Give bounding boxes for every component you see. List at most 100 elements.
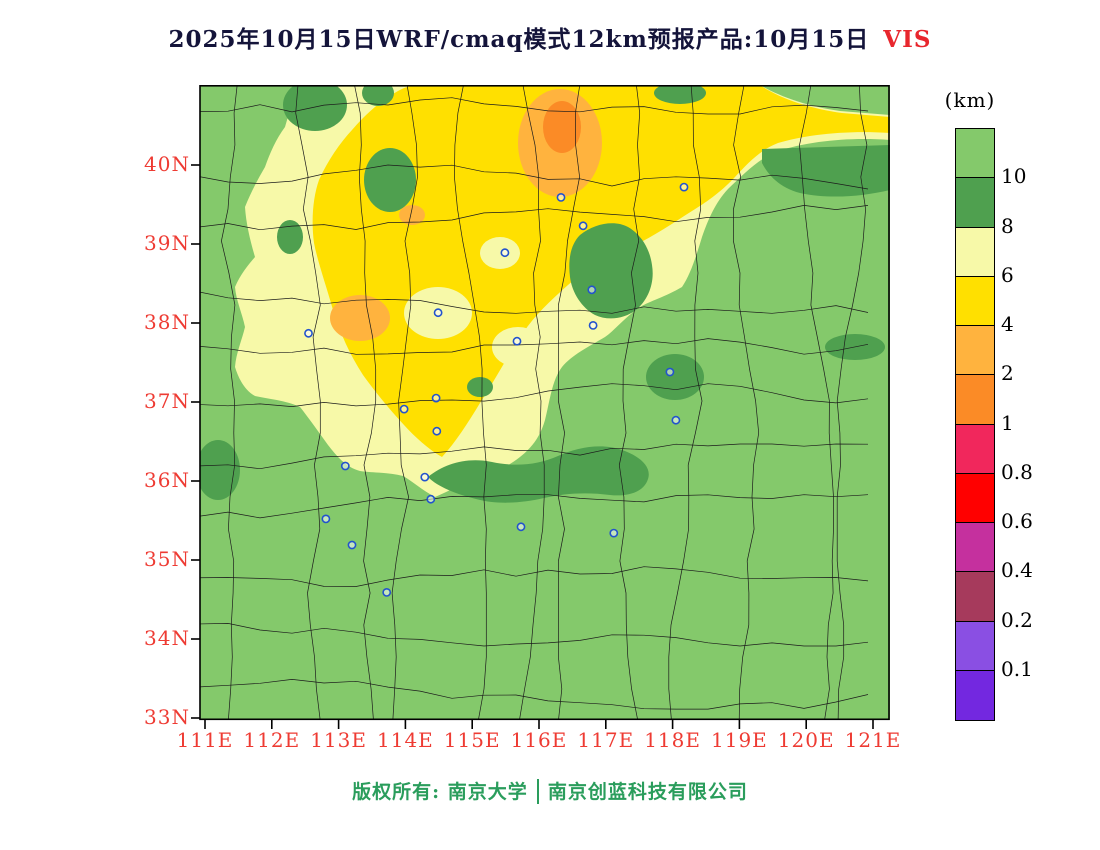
- county-boundary-line: [200, 566, 869, 587]
- vis-pale-spot: [480, 237, 520, 269]
- county-boundary-line: [391, 85, 418, 720]
- vis-region-8-10km: [467, 377, 493, 397]
- county-boundary-line: [200, 443, 869, 470]
- legend-swatch: [956, 621, 994, 671]
- station-marker: [578, 221, 588, 231]
- station-marker: [347, 540, 357, 550]
- lat-tick-label: 35N: [144, 547, 190, 571]
- county-boundary-line: [200, 291, 869, 314]
- station-marker: [609, 528, 619, 538]
- lat-tick-label: 37N: [144, 389, 190, 413]
- vis-region-4-6km: [312, 85, 890, 457]
- legend-swatch: [956, 572, 994, 622]
- legend-unit-label: (km): [944, 88, 996, 112]
- legend-value-label: 6: [1001, 262, 1014, 287]
- legend-value-label: 4: [1001, 312, 1014, 336]
- station-marker: [304, 328, 313, 338]
- legend-swatch: [956, 670, 994, 720]
- vis-region-8-10km: [654, 85, 706, 104]
- station-marker: [433, 308, 443, 318]
- lon-tick-label: 117E: [577, 728, 635, 752]
- legend-value-label: 8: [1001, 213, 1014, 238]
- station-marker: [671, 415, 681, 425]
- axis-ticks: [191, 164, 874, 729]
- vis-region-8-10km: [569, 223, 653, 319]
- legend-swatch: [956, 523, 994, 573]
- lat-tick-label: 40N: [144, 152, 190, 176]
- vis-region-8-10km: [646, 354, 704, 400]
- legend-value-label: 0.4: [1001, 558, 1033, 583]
- legend-value-label: 10: [1001, 164, 1027, 189]
- legend-swatch: [956, 178, 994, 228]
- legend-value-label: 0.8: [1001, 459, 1033, 484]
- county-boundary-line: [295, 85, 321, 720]
- legend-swatch: [956, 276, 994, 326]
- station-marker: [512, 336, 522, 346]
- station-marker: [431, 393, 441, 403]
- station-markers: [304, 182, 689, 597]
- legend-colorbar: [955, 128, 995, 721]
- vis-region-2-4km: [330, 295, 390, 341]
- vis-region-2-4km: [399, 205, 425, 225]
- copyright-company: 南京创蓝科技有限公司: [547, 781, 748, 803]
- county-boundary-line: [519, 85, 545, 720]
- lon-tick-label: 121E: [844, 728, 902, 752]
- vis-region-1-2km: [543, 101, 581, 153]
- station-marker: [587, 285, 597, 295]
- legend-swatch: [956, 424, 994, 474]
- county-boundary-line: [200, 494, 869, 519]
- title-main: 2025年10月15日WRF/cmaq模式12km预报产品:10月15日: [168, 26, 870, 53]
- lat-tick-label: 36N: [144, 468, 190, 492]
- lat-tick-label: 38N: [144, 310, 190, 334]
- county-boundary-line: [200, 383, 869, 407]
- lat-tick-label: 33N: [144, 705, 190, 729]
- county-boundaries: [200, 85, 869, 720]
- vis-region-8-10km: [283, 85, 347, 131]
- lon-tick-label: 111E: [176, 728, 234, 752]
- station-marker: [679, 182, 689, 192]
- vis-region-8-10km: [200, 440, 240, 500]
- station-marker: [588, 320, 598, 330]
- lat-tick-label: 39N: [144, 231, 190, 255]
- page-title: 2025年10月15日WRF/cmaq模式12km预报产品:10月15日 VIS: [0, 20, 1100, 54]
- copyright-footer: 版权所有: 南京大学 南京创蓝科技有限公司: [0, 777, 1100, 804]
- lon-tick-label: 118E: [644, 728, 701, 752]
- station-marker: [516, 522, 526, 532]
- title-variable: VIS: [883, 26, 932, 53]
- county-boundary-line: [200, 679, 869, 710]
- legend-swatch: [956, 129, 994, 179]
- station-marker: [382, 587, 392, 597]
- county-boundary-line: [200, 338, 869, 355]
- footer-divider: [536, 779, 539, 804]
- legend-value-label: 0.2: [1001, 607, 1033, 632]
- legend-swatch: [956, 473, 994, 523]
- vis-region-8-10km: [762, 145, 890, 197]
- vis-region-8-10km: [364, 148, 416, 212]
- county-boundary-line: [454, 85, 487, 720]
- county-boundary-line: [354, 85, 377, 720]
- county-boundary-line: [618, 85, 641, 720]
- vis-region-8-10km: [277, 220, 303, 254]
- station-marker: [426, 494, 436, 504]
- station-marker: [340, 461, 350, 471]
- county-boundary-line: [558, 85, 581, 720]
- lon-tick-label: 119E: [711, 728, 768, 752]
- lat-tick-label: 34N: [144, 626, 190, 650]
- station-marker: [556, 193, 566, 202]
- map-border: [199, 85, 890, 721]
- forecast-map: [191, 85, 890, 729]
- legend-swatch: [956, 326, 994, 376]
- legend-swatch: [956, 375, 994, 425]
- lon-tick-label: 116E: [510, 728, 568, 752]
- lon-tick-label: 115E: [443, 728, 501, 752]
- county-boundary-line: [200, 623, 869, 647]
- station-marker: [500, 248, 510, 258]
- copyright-owner: 版权所有: 南京大学: [352, 781, 528, 803]
- legend-value-label: 1: [1001, 410, 1014, 435]
- legend-value-label: 0.1: [1001, 656, 1033, 681]
- station-marker: [420, 472, 430, 482]
- lon-tick-label: 114E: [377, 728, 434, 752]
- legend-value-label: 2: [1001, 361, 1014, 386]
- county-boundary-line: [668, 85, 703, 720]
